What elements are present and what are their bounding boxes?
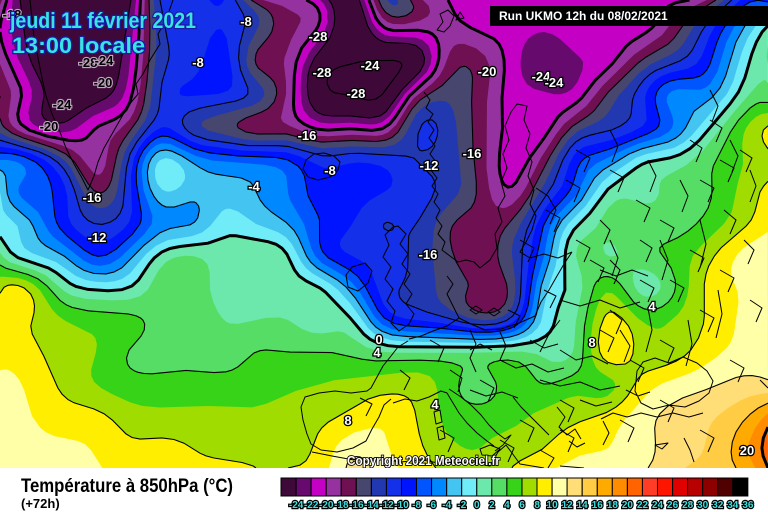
svg-text:-8: -8 xyxy=(412,500,421,511)
svg-text:-22: -22 xyxy=(304,500,319,511)
svg-text:4: 4 xyxy=(648,299,656,314)
svg-text:0: 0 xyxy=(375,332,382,347)
svg-text:12: 12 xyxy=(562,500,574,511)
svg-text:18: 18 xyxy=(607,500,619,511)
svg-text:-8: -8 xyxy=(192,55,204,70)
svg-text:-24: -24 xyxy=(95,53,115,68)
svg-text:-8: -8 xyxy=(240,14,252,29)
svg-text:-18: -18 xyxy=(3,7,22,22)
svg-text:-28: -28 xyxy=(309,29,328,44)
svg-text:4: 4 xyxy=(504,500,510,511)
svg-text:-24: -24 xyxy=(361,58,381,73)
svg-text:8: 8 xyxy=(588,335,595,350)
svg-text:-28: -28 xyxy=(79,55,98,70)
svg-text:-16: -16 xyxy=(419,247,438,262)
svg-text:20: 20 xyxy=(622,500,634,511)
svg-text:24: 24 xyxy=(652,500,664,511)
svg-text:4: 4 xyxy=(431,397,439,412)
svg-text:-4: -4 xyxy=(248,179,260,194)
svg-text:-10: -10 xyxy=(394,500,409,511)
svg-text:-12: -12 xyxy=(379,500,394,511)
svg-text:36: 36 xyxy=(742,500,754,511)
svg-text:Température à 850hPa (°C): Température à 850hPa (°C) xyxy=(21,476,233,497)
svg-text:32: 32 xyxy=(712,500,724,511)
svg-text:-24: -24 xyxy=(545,75,565,90)
svg-text:16: 16 xyxy=(592,500,604,511)
svg-text:Copyright 2021 Meteociel.fr: Copyright 2021 Meteociel.fr xyxy=(347,453,500,468)
svg-text:-24: -24 xyxy=(289,500,304,511)
svg-text:-20: -20 xyxy=(319,500,334,511)
svg-text:-20: -20 xyxy=(478,64,497,79)
svg-text:-12: -12 xyxy=(420,158,439,173)
svg-text:8: 8 xyxy=(344,413,351,428)
svg-text:-12: -12 xyxy=(88,230,107,245)
svg-text:4: 4 xyxy=(373,345,381,360)
svg-text:30: 30 xyxy=(697,500,709,511)
svg-text:13:00 locale: 13:00 locale xyxy=(12,33,145,58)
svg-text:-16: -16 xyxy=(83,190,102,205)
svg-text:-16: -16 xyxy=(298,128,317,143)
svg-text:14: 14 xyxy=(577,500,589,511)
svg-text:-20: -20 xyxy=(94,75,113,90)
svg-text:jeudi 11 février 2021: jeudi 11 février 2021 xyxy=(9,8,196,33)
svg-text:28: 28 xyxy=(682,500,694,511)
svg-text:8: 8 xyxy=(534,500,540,511)
svg-text:-28: -28 xyxy=(347,86,366,101)
svg-text:20: 20 xyxy=(740,443,754,458)
svg-text:(+72h): (+72h) xyxy=(21,496,60,511)
svg-text:-2: -2 xyxy=(457,500,466,511)
svg-text:-20: -20 xyxy=(40,119,59,134)
svg-text:-8: -8 xyxy=(324,163,336,178)
svg-text:26: 26 xyxy=(667,500,679,511)
svg-text:6: 6 xyxy=(519,500,525,511)
svg-text:-6: -6 xyxy=(427,500,436,511)
svg-text:-14: -14 xyxy=(364,500,379,511)
svg-text:10: 10 xyxy=(547,500,559,511)
svg-text:22: 22 xyxy=(637,500,649,511)
svg-text:-4: -4 xyxy=(442,500,451,511)
svg-text:-24: -24 xyxy=(53,97,73,112)
svg-text:34: 34 xyxy=(727,500,739,511)
svg-text:-18: -18 xyxy=(334,500,349,511)
svg-text:-16: -16 xyxy=(349,500,364,511)
svg-text:-24: -24 xyxy=(532,69,552,84)
svg-text:-28: -28 xyxy=(313,65,332,80)
svg-text:2: 2 xyxy=(489,500,495,511)
svg-text:0: 0 xyxy=(474,500,480,511)
svg-text:-16: -16 xyxy=(463,146,482,161)
